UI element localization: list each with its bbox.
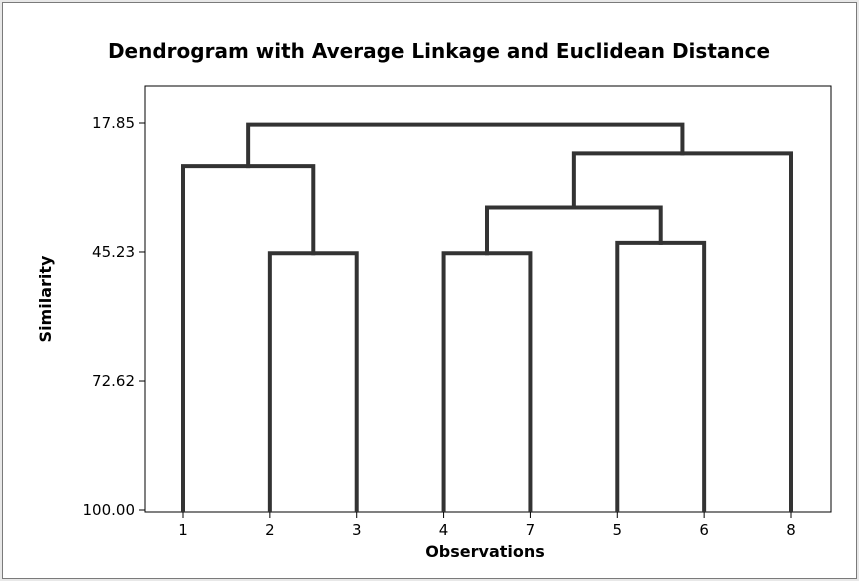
y-tick-label: 45.23 xyxy=(92,243,135,261)
y-axis-label: Similarity xyxy=(36,255,55,342)
x-tick-label: 8 xyxy=(786,521,796,539)
x-tick-label: 4 xyxy=(439,521,449,539)
y-tick-label: 72.62 xyxy=(92,372,135,390)
x-tick-label: 1 xyxy=(178,521,188,539)
y-axis: 17.85 45.23 72.62 100.00 xyxy=(83,114,146,519)
chart-title: Dendrogram with Average Linkage and Eucl… xyxy=(108,39,770,63)
x-axis-label: Observations xyxy=(425,542,545,561)
x-tick-label: 2 xyxy=(265,521,275,539)
x-tick-label: 5 xyxy=(613,521,623,539)
x-axis: 1 2 3 4 7 5 6 8 xyxy=(178,512,796,539)
x-tick-label: 3 xyxy=(352,521,362,539)
x-tick-label: 6 xyxy=(699,521,709,539)
y-tick-label: 100.00 xyxy=(83,501,136,519)
x-tick-label: 7 xyxy=(526,521,536,539)
y-tick-label: 17.85 xyxy=(92,114,135,132)
dendrogram-chart: Dendrogram with Average Linkage and Eucl… xyxy=(3,3,856,578)
